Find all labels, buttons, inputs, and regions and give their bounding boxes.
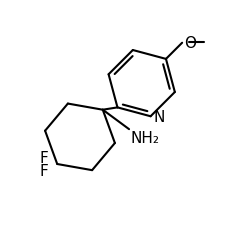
Text: NH₂: NH₂ [131,131,160,146]
Text: F: F [39,163,48,178]
Text: N: N [153,109,165,124]
Text: O: O [184,36,196,51]
Text: F: F [39,150,48,165]
